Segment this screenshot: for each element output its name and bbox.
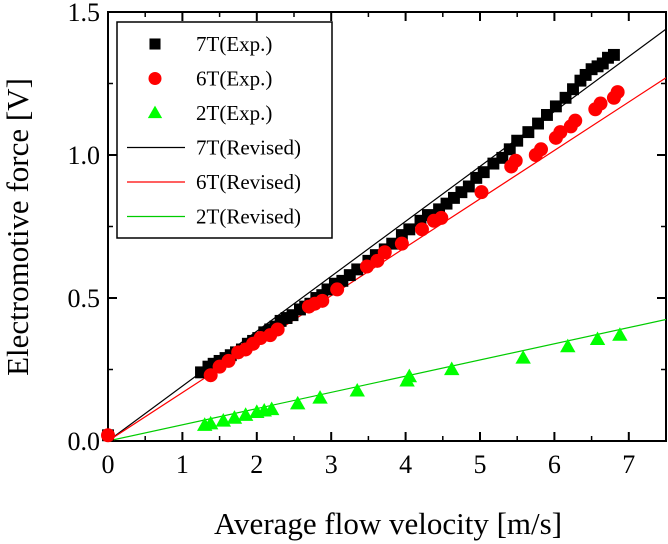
legend-symbol	[149, 38, 161, 50]
data-point-0	[414, 214, 427, 227]
data-point-0	[470, 171, 483, 184]
data-point-2	[612, 327, 628, 341]
data-point-2	[312, 390, 328, 404]
data-point-0	[549, 100, 562, 113]
data-point-0	[503, 143, 516, 156]
data-point-0	[403, 223, 416, 236]
data-point-0	[487, 157, 500, 170]
data-point-0	[395, 229, 408, 242]
series-markers	[101, 48, 628, 443]
data-point-0	[585, 63, 598, 76]
data-point-0	[433, 203, 446, 216]
data-point-1	[270, 322, 285, 337]
data-point-0	[448, 191, 460, 204]
data-point-1	[414, 222, 429, 237]
data-point-0	[522, 126, 535, 139]
data-point-1	[101, 428, 115, 443]
data-point-1	[221, 353, 236, 368]
data-point-0	[559, 91, 572, 104]
legend-label: 7T(Exp.)	[196, 32, 272, 56]
data-point-1	[330, 282, 345, 297]
data-point-0	[421, 209, 434, 222]
axis-ticks: 0 1 2 3 4 5 6 7 0.0 0.5 1.0 1.5	[68, 0, 666, 479]
x-axis-label: Average flow velocity [m/s]	[214, 506, 562, 541]
data-point-1	[593, 96, 608, 111]
legend-label: 6T(Revised)	[196, 170, 301, 194]
x-tick-label: 4	[399, 450, 412, 479]
y-tick-label: 1.5	[68, 0, 101, 27]
legend-label: 7T(Revised)	[196, 136, 301, 160]
x-tick-label: 5	[474, 450, 487, 479]
data-point-2	[263, 401, 280, 416]
data-point-0	[541, 109, 553, 121]
data-point-0	[440, 197, 453, 210]
x-tick-label: 1	[176, 450, 189, 479]
data-point-0	[462, 180, 475, 193]
y-tick-label: 0.5	[68, 284, 101, 313]
data-point-0	[343, 269, 356, 282]
data-point-0	[511, 134, 524, 147]
data-point-0	[567, 83, 579, 96]
data-point-0	[602, 51, 614, 64]
y-tick-label: 1.0	[68, 141, 101, 170]
data-point-2	[589, 331, 606, 346]
data-point-1	[434, 210, 449, 225]
data-point-0	[532, 117, 544, 130]
data-point-1	[534, 142, 549, 157]
data-point-0	[351, 263, 364, 276]
data-point-0	[274, 314, 287, 327]
data-point-2	[444, 361, 460, 376]
data-point-1	[553, 125, 568, 140]
legend-symbol	[148, 72, 162, 85]
legend-label: 2T(Exp.)	[196, 101, 272, 125]
data-point-2	[560, 338, 576, 353]
series-line-4	[108, 77, 666, 441]
x-tick-label: 2	[250, 450, 263, 479]
data-point-1	[610, 85, 625, 100]
data-point-0	[477, 166, 490, 179]
y-tick-label: 0.0	[68, 427, 101, 456]
data-point-1	[508, 153, 523, 168]
legend-box	[116, 21, 333, 239]
data-point-0	[607, 48, 620, 61]
data-point-1	[359, 259, 374, 274]
legend-label: 2T(Revised)	[196, 205, 301, 229]
x-tick-label: 7	[622, 450, 635, 479]
data-point-1	[377, 245, 392, 260]
data-point-2	[349, 382, 365, 397]
x-tick-label: 6	[548, 450, 561, 479]
data-point-2	[515, 350, 531, 364]
legend-symbol	[147, 105, 163, 119]
data-point-1	[315, 293, 330, 308]
legend-label: 6T(Exp.)	[196, 67, 272, 91]
x-tick-label: 0	[102, 450, 115, 479]
data-point-2	[401, 368, 418, 383]
data-point-1	[394, 236, 409, 251]
legend: 7T(Exp.) 6T(Exp.) 2T(Exp.) 7T(Revised) 6T(Re…	[116, 21, 333, 239]
data-point-0	[336, 274, 349, 287]
data-point-0	[321, 283, 334, 296]
series-line-5	[108, 318, 666, 441]
y-axis-label: Electromotive force [V]	[0, 78, 35, 376]
data-point-2	[290, 395, 306, 410]
x-tick-label: 3	[325, 450, 338, 479]
data-point-1	[474, 185, 489, 200]
data-point-0	[386, 237, 399, 250]
data-point-0	[286, 309, 299, 322]
data-point-0	[455, 186, 468, 199]
data-point-0	[195, 366, 207, 379]
data-point-0	[496, 151, 509, 164]
data-point-0	[579, 68, 592, 81]
data-point-1	[203, 368, 218, 383]
data-point-0	[280, 312, 293, 324]
data-point-2	[202, 415, 219, 430]
data-point-1	[568, 113, 583, 128]
